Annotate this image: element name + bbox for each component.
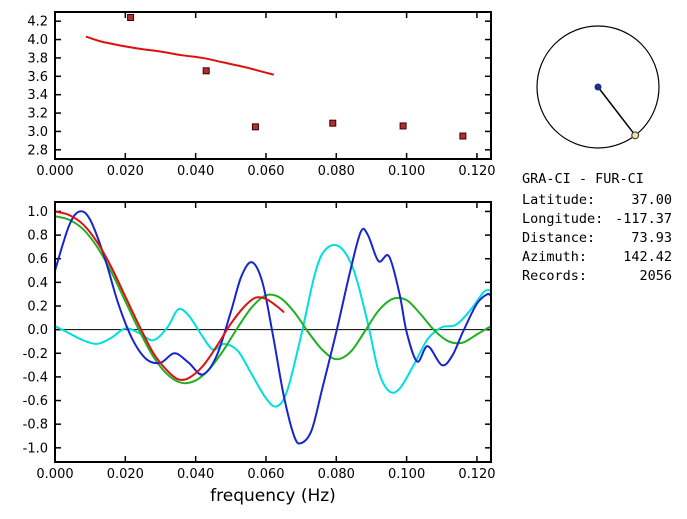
pick-marker [202, 67, 210, 75]
info-label: Azimuth: [522, 249, 588, 265]
series-cross-spectrum-red [54, 210, 285, 381]
x-tick-label: 0.080 [318, 467, 355, 482]
dispersion-chart: 0.000 0.020 0.040 0.060 0.080 0.100 0.120 2.8 3.… [27, 11, 496, 179]
info-value: 142.42 [623, 249, 672, 265]
y-tick-label: 3.0 [27, 125, 48, 140]
x-tick-label: 0.020 [107, 467, 144, 482]
y-tick-label: -0.4 [23, 370, 48, 385]
x-tick-label: 0.060 [247, 467, 284, 482]
info-row-latitude: Latitude: 37.00 [522, 191, 672, 210]
info-label: Distance: [522, 230, 596, 246]
y-tick-label: 3.8 [27, 51, 48, 66]
info-label: Latitude: [522, 192, 596, 208]
pick-marker [329, 119, 337, 127]
x-tick-label: 0.060 [247, 164, 284, 179]
info-row-longitude: Longitude: -117.37 [522, 210, 672, 229]
info-row-records: Records: 2056 [522, 267, 672, 286]
azimuth-end-marker [631, 131, 640, 140]
pick-marker [251, 123, 259, 131]
x-tick-label: 0.100 [388, 164, 425, 179]
axis-ticks [54, 12, 491, 159]
info-value: 73.93 [631, 230, 672, 246]
series-cross-spectrum-blue [54, 210, 492, 445]
plot-frame [54, 11, 492, 160]
y-tick-label: 0.6 [27, 252, 48, 267]
y-tick-label: 0.2 [27, 300, 48, 315]
azimuth-indicator [536, 25, 660, 149]
info-label: Longitude: [522, 211, 604, 227]
azimuth-circle [536, 25, 660, 149]
station-pair-info: GRA-CI - FUR-CI Latitude: 37.00 Longitud… [522, 170, 672, 286]
x-tick-label: 0.040 [177, 164, 214, 179]
y-tick-label: 2.8 [27, 143, 48, 158]
y-tick-label: 0.4 [27, 276, 48, 291]
y-tick-label: 0.8 [27, 229, 48, 244]
y-tick-label: -0.2 [23, 347, 48, 362]
series-cross-spectrum-green [54, 215, 492, 385]
y-tick-label: -0.6 [23, 394, 48, 409]
x-tick-label: 0.120 [458, 164, 495, 179]
y-tick-label: 0.0 [27, 323, 48, 338]
info-value: 2056 [639, 268, 672, 284]
series-phase-velocity-curve [85, 35, 274, 76]
pick-marker [459, 132, 467, 140]
info-value: -117.37 [615, 211, 672, 227]
x-tick-label: 0.080 [318, 164, 355, 179]
y-tick-label: 1.0 [27, 205, 48, 220]
x-tick-label: 0.000 [36, 164, 73, 179]
x-tick-label: 0.020 [107, 164, 144, 179]
y-tick-label: 3.6 [27, 70, 48, 85]
station-pair-title: GRA-CI - FUR-CI [522, 171, 644, 187]
y-tick-label: -1.0 [23, 441, 48, 456]
station-center-dot [594, 83, 602, 91]
y-tick-label: 3.2 [27, 107, 48, 122]
series-cross-spectrum-cyan [54, 243, 492, 408]
info-value: 37.00 [631, 192, 672, 208]
pick-marker [399, 122, 407, 130]
cross-spectrum-chart: 0.000 0.020 0.040 0.060 0.080 0.100 0.120 -1.0 -… [23, 201, 496, 506]
pick-marker [127, 14, 135, 22]
series-phase-velocity-picks [127, 14, 467, 140]
azimuth-line [597, 86, 636, 136]
y-tick-label: -0.8 [23, 418, 48, 433]
x-tick-label: 0.000 [36, 467, 73, 482]
x-axis-title: frequency (Hz) [210, 486, 336, 506]
info-row-distance: Distance: 73.93 [522, 229, 672, 248]
plot-frame [54, 201, 492, 463]
info-row-azimuth: Azimuth: 142.42 [522, 248, 672, 267]
y-tick-label: 4.0 [27, 33, 48, 48]
x-tick-label: 0.100 [388, 467, 425, 482]
info-label: Records: [522, 268, 588, 284]
y-tick-label: 4.2 [27, 15, 48, 30]
x-tick-label: 0.040 [177, 467, 214, 482]
x-tick-label: 0.120 [458, 467, 495, 482]
y-tick-label: 3.4 [27, 88, 48, 103]
